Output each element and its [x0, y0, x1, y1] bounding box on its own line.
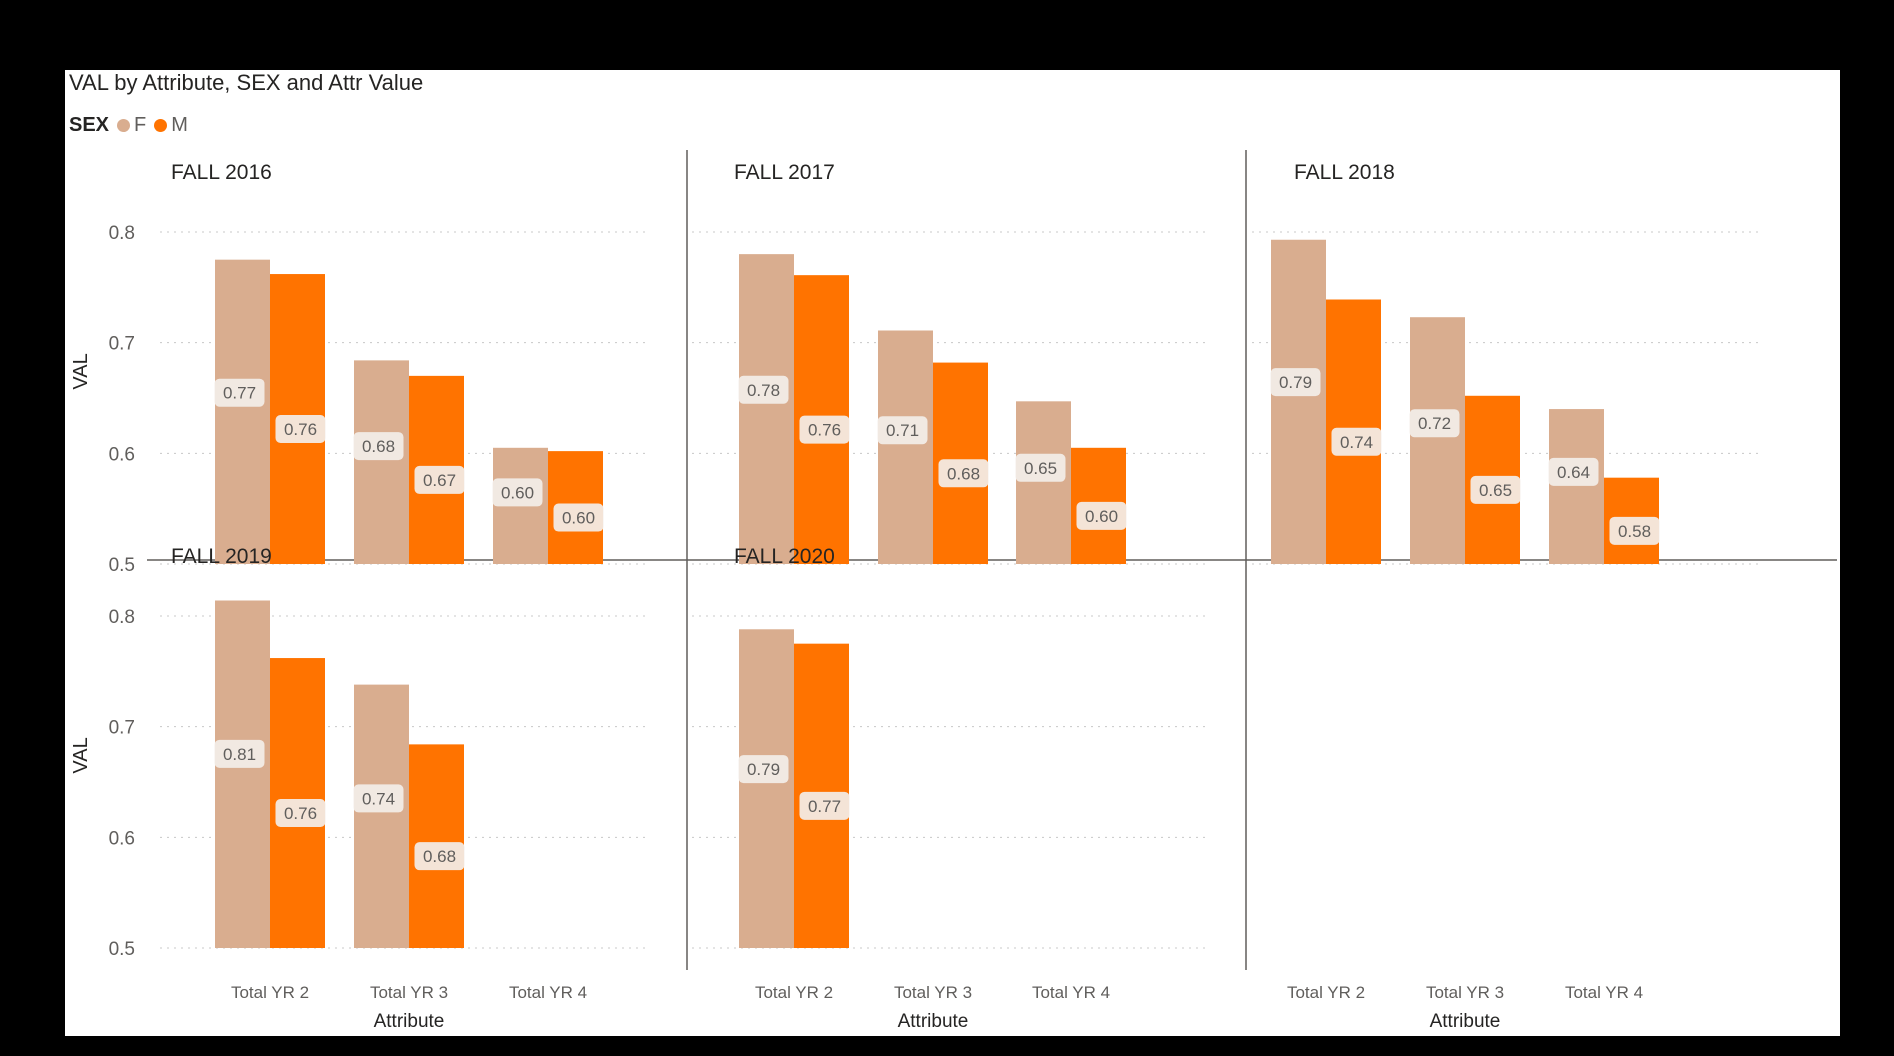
data-label-bg [799, 791, 850, 820]
data-label-bg [1015, 453, 1066, 482]
data-label-bg [275, 799, 326, 828]
data-label: 0.72 [1418, 414, 1451, 433]
legend-title: SEX [69, 114, 110, 136]
chart-title: VAL by Attribute, SEX and Attr Value [69, 70, 424, 95]
y-axis-label: VAL [70, 353, 92, 389]
chart-panel: VAL by Attribute, SEX and Attr Value SEX… [65, 70, 1840, 1036]
x-tick-label: Total YR 3 [1426, 983, 1504, 1002]
data-label: 0.79 [1279, 373, 1312, 392]
data-label-bg [553, 503, 604, 532]
data-label-bg [799, 415, 850, 444]
panel-title: FALL 2018 [1294, 161, 1395, 184]
x-tick-label: Total YR 2 [231, 983, 309, 1002]
y-tick-label: 0.8 [109, 223, 135, 244]
bar-f [739, 254, 794, 564]
data-label-bg [1331, 427, 1382, 456]
data-label: 0.68 [362, 437, 395, 456]
bar-f [354, 684, 409, 948]
y-tick-label: 0.7 [109, 718, 135, 739]
data-label-bg [738, 755, 789, 784]
data-label-bg [353, 784, 404, 813]
data-label-bg [1609, 516, 1660, 545]
data-label-bg [414, 465, 465, 494]
legend-label-f: F [134, 114, 147, 136]
data-label-bg [353, 432, 404, 461]
data-label: 0.77 [223, 384, 256, 403]
bar-f [1016, 401, 1071, 564]
data-label-bg [1470, 475, 1521, 504]
legend: SEX F M [69, 114, 196, 137]
y-tick-label: 0.6 [109, 444, 135, 465]
data-label: 0.60 [1085, 507, 1118, 526]
data-label-bg [492, 478, 543, 507]
data-label-bg [738, 375, 789, 404]
bar-f [215, 600, 270, 948]
small-multiples-chart: 0.8 0.7 0.6 0.5 VAL FALL 2016 0.77 0.76 0.68 0.67… [70, 150, 1837, 1032]
data-label-bg [877, 416, 928, 445]
x-axis-label: Attribute [374, 1011, 445, 1032]
data-label: 0.65 [1024, 459, 1057, 478]
data-label: 0.64 [1557, 463, 1590, 482]
x-tick-label: Total YR 4 [1565, 983, 1643, 1002]
y-tick-label: 0.5 [109, 939, 135, 960]
y-tick-label: 0.5 [109, 555, 135, 576]
data-label: 0.76 [808, 421, 841, 440]
data-label: 0.68 [423, 847, 456, 866]
legend-item-f[interactable]: F [117, 114, 146, 137]
bar-f [1549, 409, 1604, 564]
data-label: 0.65 [1479, 481, 1512, 500]
data-label-bg [1548, 457, 1599, 486]
y-axis-label: VAL [70, 737, 92, 773]
legend-dot-f [117, 119, 131, 132]
data-label-bg [1076, 501, 1127, 530]
panel-title: FALL 2017 [734, 161, 835, 184]
data-label: 0.78 [747, 381, 780, 400]
y-tick-label: 0.8 [109, 607, 135, 628]
data-label: 0.76 [284, 420, 317, 439]
x-tick-label: Total YR 4 [1032, 983, 1110, 1002]
data-label-bg [214, 378, 265, 407]
data-label: 0.74 [362, 789, 395, 808]
data-label: 0.79 [747, 760, 780, 779]
data-label-bg [1409, 409, 1460, 438]
data-label: 0.74 [1340, 433, 1373, 452]
y-tick-label: 0.6 [109, 828, 135, 849]
data-label-bg [214, 739, 265, 768]
panel-title: FALL 2016 [171, 161, 272, 184]
y-tick-label: 0.7 [109, 334, 135, 355]
data-label: 0.77 [808, 797, 841, 816]
bar-f [878, 330, 933, 564]
data-label-bg [1270, 368, 1321, 397]
x-tick-label: Total YR 3 [370, 983, 448, 1002]
data-label: 0.58 [1618, 522, 1651, 541]
legend-item-m[interactable]: M [154, 114, 188, 137]
data-label: 0.76 [284, 804, 317, 823]
data-label: 0.67 [423, 471, 456, 490]
bar-f [215, 259, 270, 564]
bar-f [354, 360, 409, 564]
bar-f [1410, 317, 1465, 564]
data-label: 0.71 [886, 421, 919, 440]
x-tick-label: Total YR 2 [1287, 983, 1365, 1002]
x-tick-label: Total YR 4 [509, 983, 587, 1002]
data-label-bg [938, 459, 989, 488]
bar-f [739, 629, 794, 948]
data-label-bg [275, 415, 326, 444]
x-tick-label: Total YR 3 [894, 983, 972, 1002]
data-label: 0.60 [501, 483, 534, 502]
x-tick-label: Total YR 2 [755, 983, 833, 1002]
legend-label-m: M [171, 114, 188, 136]
legend-dot-m [154, 119, 168, 132]
data-label: 0.68 [947, 464, 980, 483]
bar-f [1271, 239, 1326, 564]
x-axis-label: Attribute [1430, 1011, 1501, 1032]
x-axis-label: Attribute [898, 1011, 969, 1032]
data-label: 0.60 [562, 509, 595, 528]
panel-title: FALL 2019 [171, 545, 272, 568]
panel-title: FALL 2020 [734, 545, 835, 568]
data-label: 0.81 [223, 745, 256, 764]
data-label-bg [414, 842, 465, 871]
